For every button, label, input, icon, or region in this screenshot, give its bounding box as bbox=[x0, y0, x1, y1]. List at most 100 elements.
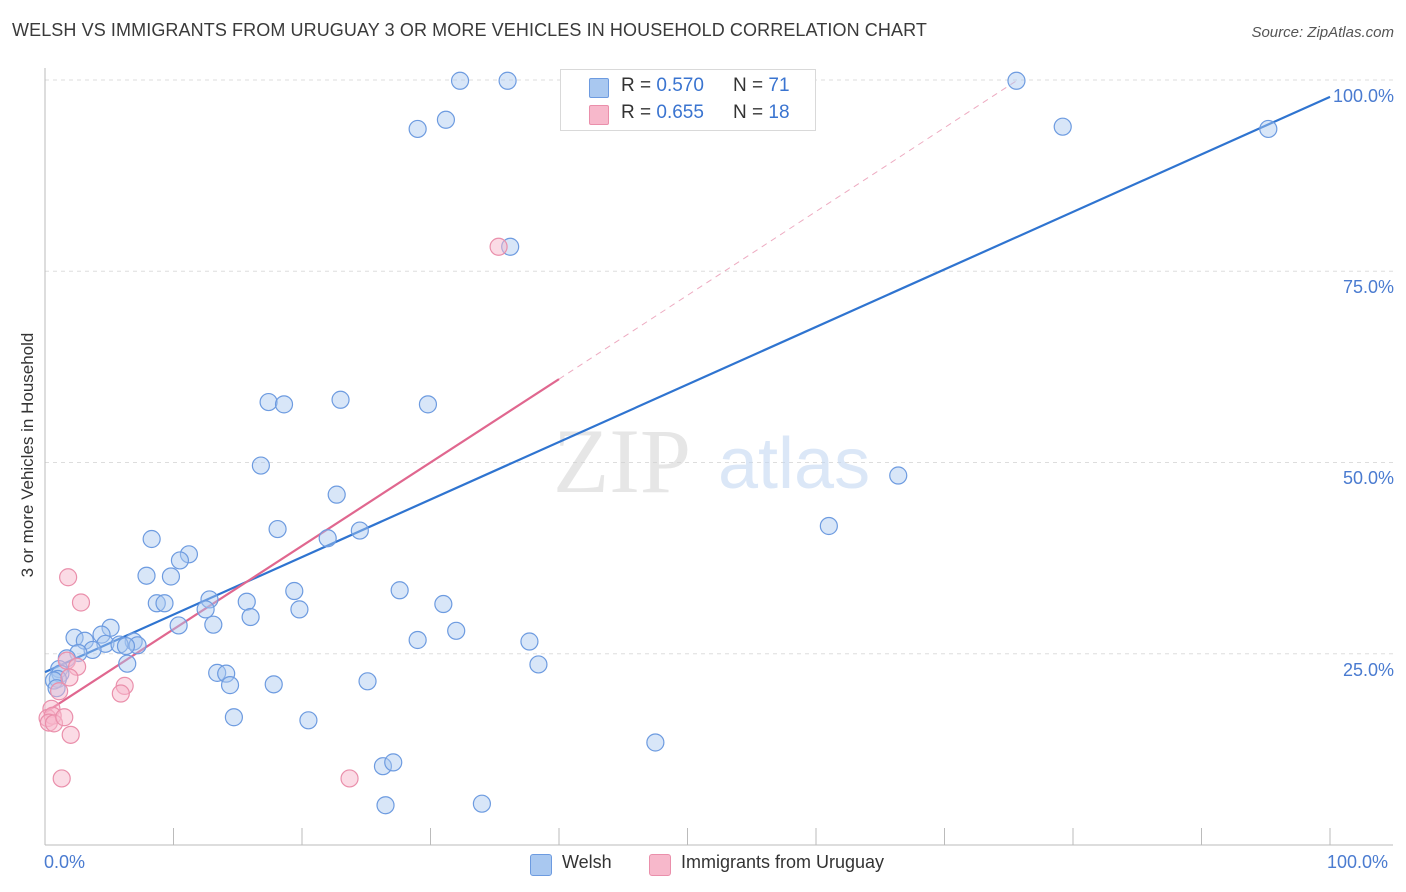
y-tick-label: 75.0% bbox=[1342, 277, 1394, 297]
welsh-swatch bbox=[589, 78, 609, 98]
r-value: 0.655 bbox=[656, 102, 704, 123]
welsh-point bbox=[373, 757, 393, 776]
chart-title: WELSH VS IMMIGRANTS FROM URUGUAY 3 OR MO… bbox=[12, 20, 927, 40]
welsh-point bbox=[169, 616, 188, 635]
n-label: N = bbox=[733, 102, 764, 123]
uruguay-point bbox=[111, 684, 130, 703]
welsh-point bbox=[350, 521, 369, 540]
welsh-point bbox=[268, 519, 287, 539]
welsh-point bbox=[224, 708, 243, 727]
welsh-point bbox=[118, 654, 137, 673]
source-credit: Source: ZipAtlas.com bbox=[1251, 24, 1394, 41]
uruguay-swatch bbox=[589, 105, 609, 125]
legend-row-uruguay: R = 0.655 N = 18 bbox=[561, 102, 815, 128]
welsh-point bbox=[498, 71, 517, 90]
n-value: 71 bbox=[768, 75, 790, 96]
r-label: R = bbox=[621, 102, 652, 123]
welsh-point bbox=[161, 567, 181, 586]
uruguay-point bbox=[55, 708, 74, 727]
watermark-atlas: atlas bbox=[718, 424, 870, 504]
welsh-swatch bbox=[530, 854, 552, 876]
uruguay-point bbox=[340, 769, 359, 788]
welsh-point bbox=[290, 600, 309, 619]
uruguay-point bbox=[61, 725, 80, 744]
stats-legend: R = 0.570 N = 71 R = 0.655 N = 18 bbox=[560, 69, 816, 131]
x-tick-label: 100.0% bbox=[1327, 852, 1389, 872]
welsh-point bbox=[1007, 71, 1026, 90]
welsh-point bbox=[155, 594, 174, 613]
welsh-point bbox=[241, 607, 260, 627]
welsh-point bbox=[529, 655, 548, 674]
welsh-point bbox=[408, 119, 427, 139]
uruguay-point bbox=[50, 682, 69, 701]
welsh-point bbox=[259, 392, 278, 412]
welsh-point bbox=[179, 545, 199, 564]
welsh-point bbox=[170, 551, 190, 570]
welsh-point bbox=[434, 594, 453, 614]
welsh-point bbox=[83, 640, 102, 660]
legend-n: N = 71 bbox=[733, 75, 790, 97]
welsh-point bbox=[137, 566, 156, 585]
uruguay-trend-extension bbox=[558, 80, 1017, 380]
uruguay-swatch bbox=[649, 854, 671, 876]
uruguay-point bbox=[59, 568, 78, 587]
welsh-point bbox=[101, 618, 120, 637]
welsh-point bbox=[142, 529, 161, 549]
n-label: N = bbox=[733, 75, 764, 96]
welsh-point bbox=[447, 621, 466, 640]
welsh-point bbox=[92, 625, 111, 644]
legend-label: Welsh bbox=[562, 852, 612, 872]
welsh-point bbox=[217, 664, 236, 683]
welsh-point bbox=[65, 628, 84, 647]
welsh-point bbox=[1259, 119, 1278, 139]
legend-r: R = 0.655 bbox=[621, 102, 704, 124]
welsh-point bbox=[299, 711, 318, 730]
y-tick-label: 50.0% bbox=[1342, 468, 1394, 488]
welsh-point bbox=[251, 456, 270, 475]
welsh-point bbox=[285, 581, 304, 601]
r-value: 0.570 bbox=[656, 75, 704, 96]
welsh-point bbox=[408, 630, 427, 650]
legend-label: Immigrants from Uruguay bbox=[681, 852, 885, 872]
welsh-point bbox=[331, 390, 350, 409]
y-tick-label: 25.0% bbox=[1342, 660, 1394, 680]
x-tick-label: 0.0% bbox=[44, 852, 86, 872]
watermark-zip: ZIP bbox=[553, 410, 691, 512]
welsh-point bbox=[110, 635, 129, 654]
welsh-point bbox=[358, 672, 377, 691]
welsh-point bbox=[418, 395, 438, 414]
welsh-point bbox=[204, 615, 223, 634]
uruguay-point bbox=[60, 668, 79, 687]
uruguay-trend-line bbox=[44, 378, 560, 714]
welsh-point bbox=[200, 590, 219, 609]
r-label: R = bbox=[621, 75, 652, 96]
welsh-point bbox=[116, 636, 136, 656]
welsh-point bbox=[384, 753, 403, 772]
welsh-point bbox=[450, 71, 470, 90]
welsh-point bbox=[376, 796, 395, 815]
welsh-point bbox=[237, 592, 256, 611]
y-axis-label: 3 or more Vehicles in Household bbox=[18, 332, 37, 578]
legend-row-welsh: R = 0.570 N = 71 bbox=[561, 75, 815, 101]
uruguay-point bbox=[52, 769, 71, 788]
welsh-point bbox=[819, 516, 838, 536]
welsh-point bbox=[220, 676, 240, 695]
welsh-point bbox=[472, 794, 491, 813]
uruguay-point bbox=[71, 593, 91, 612]
welsh-point bbox=[889, 466, 908, 485]
welsh-point bbox=[318, 529, 337, 548]
legend-r: R = 0.570 bbox=[621, 75, 704, 97]
welsh-point bbox=[520, 632, 539, 651]
welsh-point bbox=[196, 600, 215, 619]
welsh-trend-line bbox=[44, 95, 1331, 674]
welsh-point bbox=[436, 110, 456, 129]
welsh-point bbox=[646, 733, 665, 752]
welsh-point bbox=[147, 594, 166, 613]
welsh-point bbox=[1053, 117, 1072, 136]
legend-n: N = 18 bbox=[733, 102, 790, 124]
welsh-point bbox=[274, 395, 294, 414]
y-tick-label: 100.0% bbox=[1332, 86, 1394, 106]
n-value: 18 bbox=[768, 102, 790, 123]
uruguay-point bbox=[489, 237, 508, 256]
